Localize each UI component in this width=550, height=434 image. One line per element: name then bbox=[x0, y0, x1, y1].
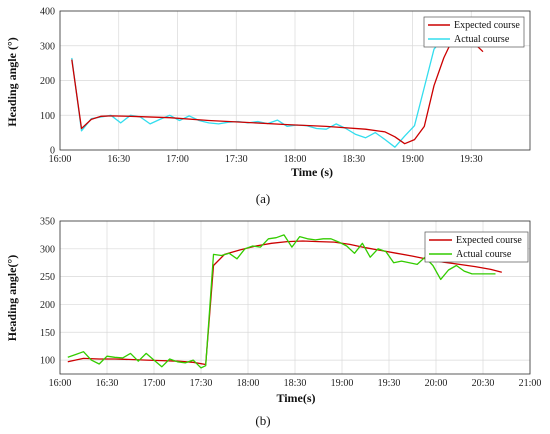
y-axis-label-b: Heading angle(°) bbox=[5, 255, 19, 341]
y-tick-label-b: 200 bbox=[40, 300, 55, 311]
x-tick-label-b: 18:30 bbox=[284, 378, 307, 389]
caption-a: (a) bbox=[256, 191, 270, 206]
y-tick-label-a: 400 bbox=[40, 7, 55, 18]
x-tick-label-b: 17:30 bbox=[190, 378, 213, 389]
y-tick-label-a: 0 bbox=[50, 146, 55, 157]
y-tick-label-b: 150 bbox=[40, 328, 55, 339]
legend-box-b bbox=[424, 231, 529, 263]
legend-label-actual-b: Actual course bbox=[456, 249, 512, 260]
y-axis-label-a: Heading angle (°) bbox=[5, 37, 19, 126]
x-tick-label-b: 16:30 bbox=[96, 378, 119, 389]
x-axis-label-b: Time(s) bbox=[276, 391, 315, 405]
x-tick-label-a: 18:30 bbox=[342, 154, 365, 165]
x-tick-label-b: 19:30 bbox=[378, 378, 401, 389]
x-tick-label-a: 19:00 bbox=[401, 154, 424, 165]
x-tick-label-b: 18:00 bbox=[237, 378, 260, 389]
x-tick-label-b: 16:00 bbox=[49, 378, 72, 389]
legend-label-expected-a: Expected course bbox=[454, 20, 520, 31]
chart-a: 16:00 16:30 17:00 17:30 18:00 18:30 19:00 19:30… bbox=[5, 7, 531, 206]
y-tick-label-b: 100 bbox=[40, 356, 55, 367]
legend-box-a bbox=[423, 16, 525, 48]
x-tick-label-b: 19:00 bbox=[331, 378, 354, 389]
y-tick-label-b: 350 bbox=[40, 217, 55, 228]
legend-a: Expected course Actual course bbox=[423, 16, 525, 48]
legend-b: Expected course Actual course bbox=[424, 231, 529, 263]
x-tick-label-a: 16:30 bbox=[107, 154, 130, 165]
y-tick-label-b: 300 bbox=[40, 244, 55, 255]
y-tick-label-a: 200 bbox=[40, 76, 55, 87]
x-tick-label-a: 17:00 bbox=[166, 154, 189, 165]
legend-label-actual-a: Actual course bbox=[454, 34, 510, 45]
x-tick-label-a: 18:00 bbox=[284, 154, 307, 165]
series-line-actual-a bbox=[71, 31, 464, 148]
series-line-actual-b bbox=[67, 234, 496, 369]
plot-area-b bbox=[59, 220, 531, 375]
x-tick-label-b: 20:00 bbox=[425, 378, 448, 389]
y-tick-label-b: 250 bbox=[40, 272, 55, 283]
caption-b: (b) bbox=[255, 413, 270, 428]
y-tick-label-a: 300 bbox=[40, 41, 55, 52]
x-tick-label-a: 17:30 bbox=[225, 154, 248, 165]
x-tick-label-b: 17:00 bbox=[143, 378, 166, 389]
x-tick-label-a: 16:00 bbox=[49, 154, 72, 165]
x-axis-label-a: Time (s) bbox=[291, 165, 333, 179]
series-line-expected-a bbox=[71, 34, 484, 145]
y-tick-label-a: 100 bbox=[40, 111, 55, 122]
x-tick-label-b: 21:00 bbox=[519, 378, 542, 389]
chart-b: 16:00 16:30 17:00 17:30 18:00 18:30 19:00 19:30… bbox=[5, 217, 541, 429]
plot-area-a bbox=[59, 10, 531, 151]
x-tick-label-b: 20:30 bbox=[472, 378, 495, 389]
legend-label-expected-b: Expected course bbox=[456, 235, 522, 246]
x-tick-label-a: 19:30 bbox=[460, 154, 483, 165]
